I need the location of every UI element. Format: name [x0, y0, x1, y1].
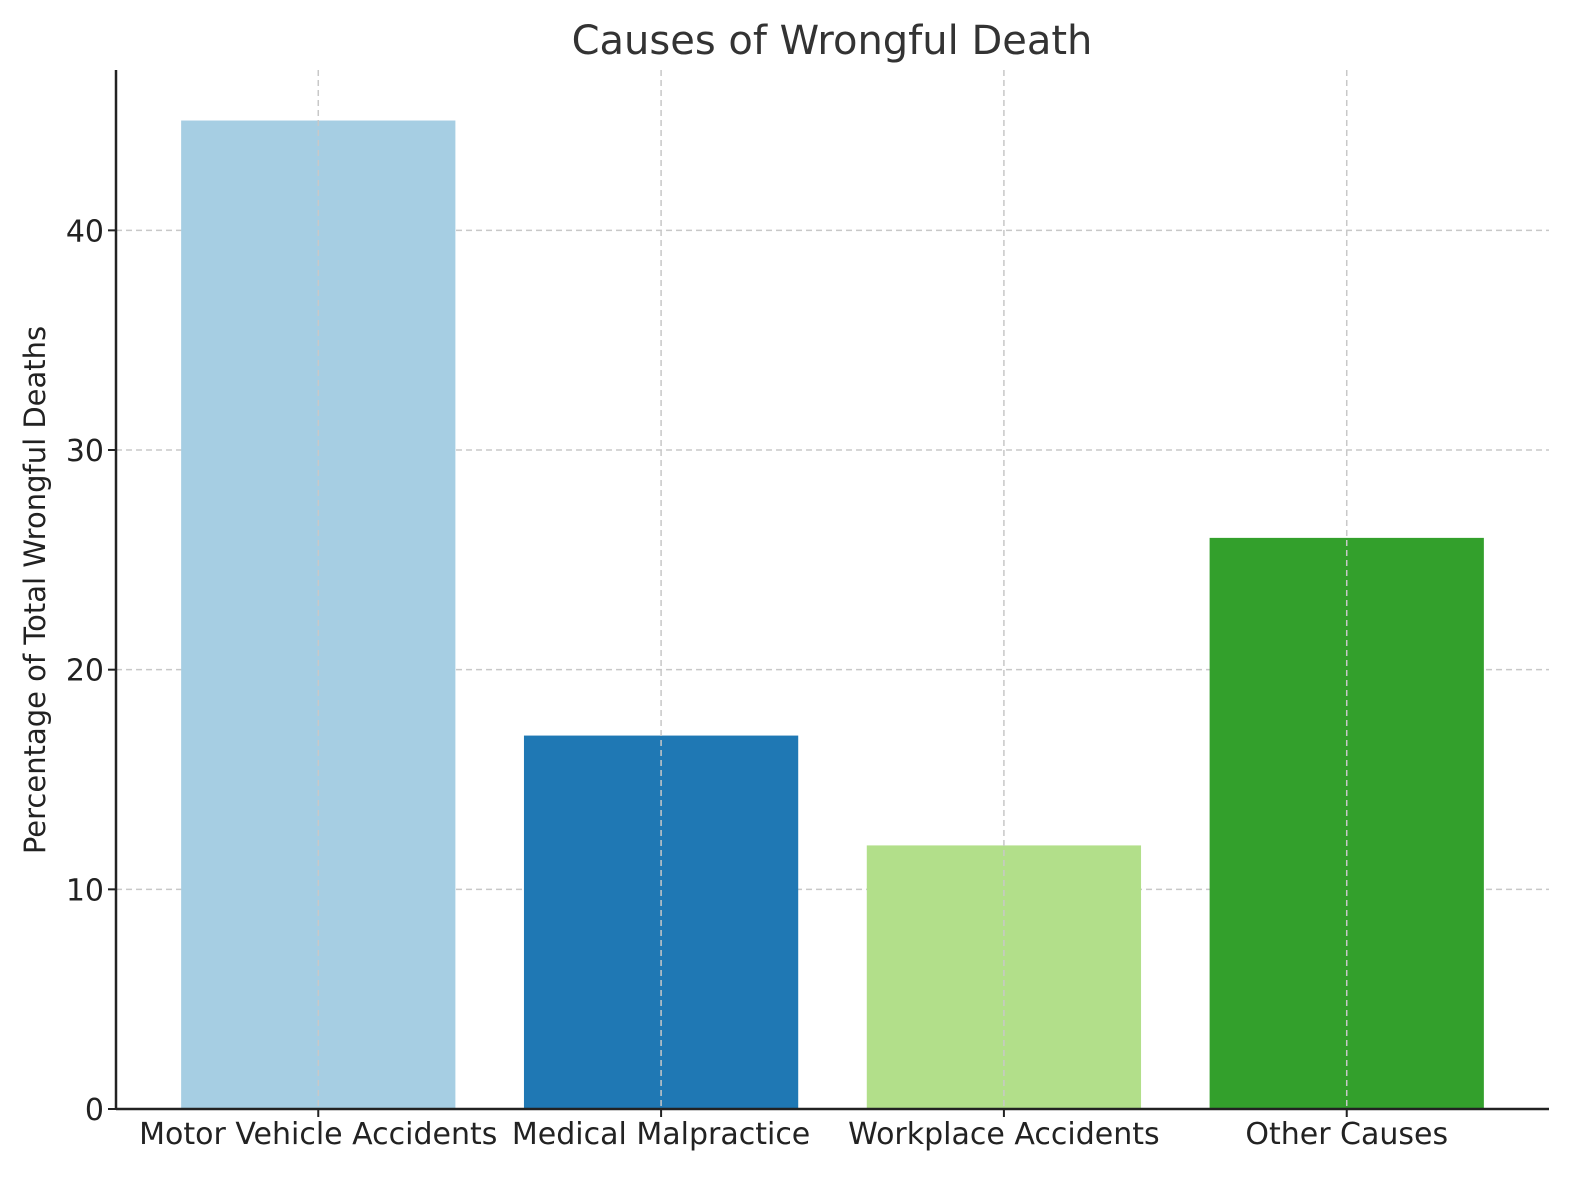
chart-title: Causes of Wrongful Death [572, 18, 1093, 64]
x-tick-label: Other Causes [1245, 1117, 1448, 1152]
y-tick-label: 40 [66, 214, 104, 249]
x-tick-label: Workplace Accidents [848, 1117, 1159, 1152]
x-tick-label: Medical Malpractice [512, 1117, 810, 1152]
y-tick-label: 30 [66, 434, 104, 469]
y-tick-label: 0 [85, 1093, 104, 1128]
y-tick-label: 10 [66, 873, 104, 908]
vertical-grid [317, 70, 1348, 1109]
x-tick-label: Motor Vehicle Accidents [139, 1117, 497, 1152]
axes [114, 70, 1549, 1111]
bars [181, 120, 1484, 1109]
ticks: 0 10 20 30 40 Motor Vehicle Accidents Medical … [66, 214, 1448, 1152]
y-tick-label: 20 [66, 654, 104, 689]
y-axis-label: Percentage of Total Wrongful Deaths [18, 326, 52, 854]
